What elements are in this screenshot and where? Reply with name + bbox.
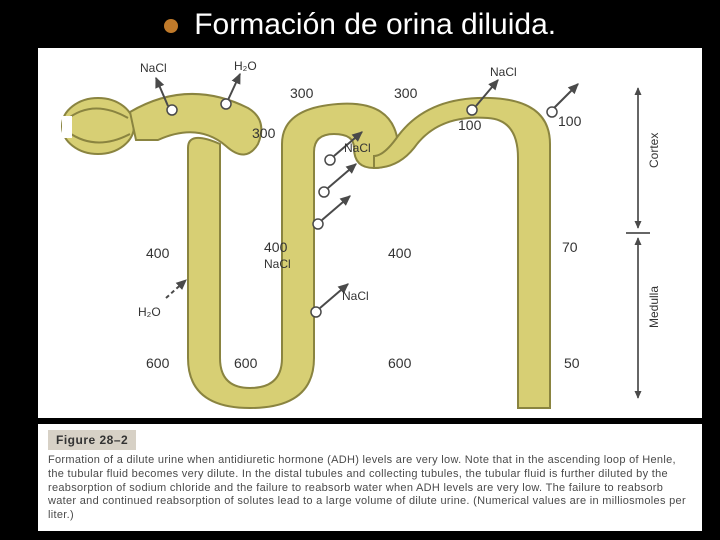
svg-text:300: 300 (394, 85, 418, 101)
svg-text:600: 600 (146, 355, 170, 371)
svg-text:NaCl: NaCl (342, 289, 369, 303)
svg-text:NaCl: NaCl (490, 65, 517, 79)
slide-title: Formación de orina diluida. (0, 0, 720, 48)
svg-text:400: 400 (264, 239, 288, 255)
svg-text:100: 100 (458, 117, 482, 133)
svg-text:50: 50 (564, 355, 580, 371)
svg-text:NaCl: NaCl (140, 61, 167, 75)
svg-text:300: 300 (290, 85, 314, 101)
medulla-label: Medulla (647, 286, 661, 328)
svg-text:H₂O: H₂O (138, 305, 161, 319)
svg-text:400: 400 (146, 245, 170, 261)
pore-icon (547, 107, 557, 117)
arrow-descending-h2o (166, 280, 186, 298)
glomerulus (62, 98, 134, 154)
title-text: Formación de orina diluida. (194, 8, 556, 41)
svg-text:NaCl: NaCl (344, 141, 371, 155)
pore-icon (325, 155, 335, 165)
pore-icon (311, 307, 321, 317)
figure-label: Figure 28–2 (48, 430, 136, 450)
pore-icon (167, 105, 177, 115)
svg-text:600: 600 (388, 355, 412, 371)
cortex-label: Cortex (647, 133, 661, 168)
svg-text:600: 600 (234, 355, 258, 371)
svg-text:70: 70 (562, 239, 578, 255)
arrow-collecting-nacl (554, 84, 578, 108)
svg-text:H₂O: H₂O (234, 59, 257, 73)
svg-text:100: 100 (558, 113, 582, 129)
pore-icon (467, 105, 477, 115)
caption-text: Formation of a dilute urine when antidiu… (48, 454, 692, 523)
svg-text:400: 400 (388, 245, 412, 261)
svg-text:300: 300 (252, 125, 276, 141)
figure-caption: Figure 28–2 Formation of a dilute urine … (38, 424, 702, 531)
svg-text:NaCl: NaCl (264, 257, 291, 271)
bullet-icon (164, 19, 178, 33)
pore-icon (313, 219, 323, 229)
pore-icon (221, 99, 231, 109)
nephron-diagram: 300 300 300 100 100 400 400 400 70 600 6… (38, 48, 702, 418)
pore-icon (319, 187, 329, 197)
